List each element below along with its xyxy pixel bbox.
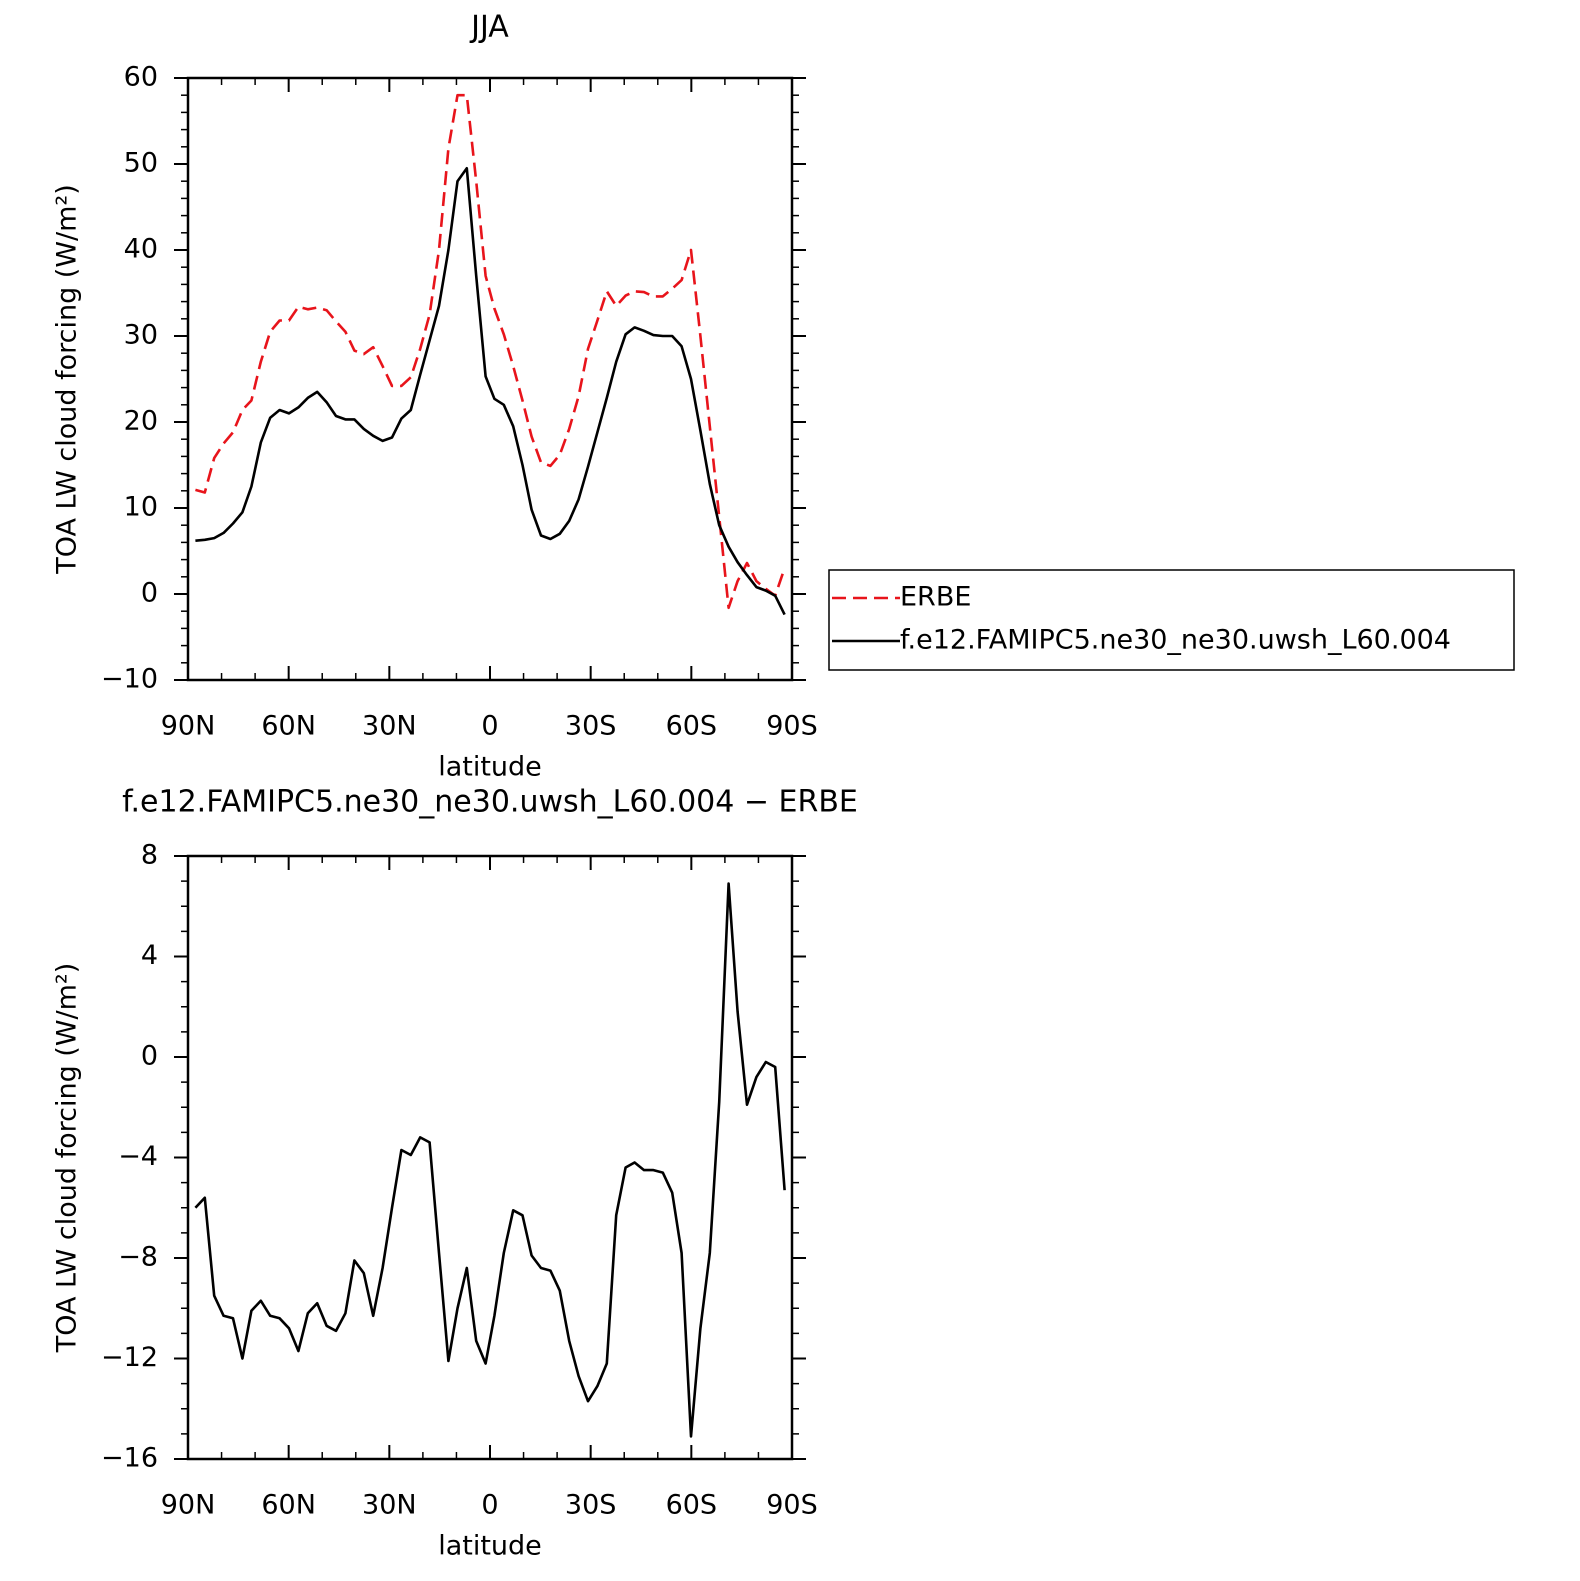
x-tick-label: 90N xyxy=(161,711,216,742)
x-tick-label: 30N xyxy=(362,1490,417,1521)
series-line xyxy=(195,167,786,616)
y-tick-label: −4 xyxy=(118,1141,158,1172)
y-tick-label: 0 xyxy=(141,1041,158,1072)
y-tick-label: 50 xyxy=(124,148,158,179)
plot-frame xyxy=(186,854,794,1461)
x-tick-label: 60S xyxy=(666,1490,718,1521)
x-tick-label: 60N xyxy=(261,711,316,742)
y-tick-label: 8 xyxy=(141,840,158,871)
x-tick-label: 60S xyxy=(666,711,718,742)
y-axis-label: TOA LW cloud forcing (W/m²) xyxy=(52,963,83,1354)
legend-label: f.e12.FAMIPC5.ne30_ne30.uwsh_L60.004 xyxy=(900,625,1451,656)
x-tick-label: 0 xyxy=(481,711,498,742)
chart-title: JJA xyxy=(469,10,509,45)
x-axis-label: latitude xyxy=(438,752,542,783)
y-tick-label: −16 xyxy=(101,1443,158,1474)
y-tick-label: 0 xyxy=(141,578,158,609)
y-axis-label: TOA LW cloud forcing (W/m²) xyxy=(52,184,83,575)
y-tick-label: −10 xyxy=(101,664,158,695)
x-tick-label: 90N xyxy=(161,1490,216,1521)
x-tick-label: 30S xyxy=(565,711,617,742)
x-tick-label: 60N xyxy=(261,1490,316,1521)
y-tick-label: 20 xyxy=(124,406,158,437)
y-tick-label: −12 xyxy=(101,1342,158,1373)
y-tick-label: 60 xyxy=(124,62,158,93)
y-tick-label: 10 xyxy=(124,492,158,523)
x-tick-label: 90S xyxy=(766,1490,818,1521)
x-tick-label: 30S xyxy=(565,1490,617,1521)
x-tick-label: 90S xyxy=(766,711,818,742)
x-tick-label: 0 xyxy=(481,1490,498,1521)
series-line xyxy=(194,882,786,1438)
y-tick-label: 40 xyxy=(124,234,158,265)
y-tick-label: 4 xyxy=(141,940,158,971)
plot-frame xyxy=(186,76,794,682)
y-tick-label: −8 xyxy=(118,1242,158,1273)
x-axis-label: latitude xyxy=(438,1531,542,1562)
series-line xyxy=(195,93,786,610)
legend-box xyxy=(828,569,1515,671)
y-tick-label: 30 xyxy=(124,320,158,351)
legend-label: ERBE xyxy=(900,582,971,613)
chart-title: f.e12.FAMIPC5.ne30_ne30.uwsh_L60.004 − E… xyxy=(122,785,858,820)
x-tick-label: 30N xyxy=(362,711,417,742)
